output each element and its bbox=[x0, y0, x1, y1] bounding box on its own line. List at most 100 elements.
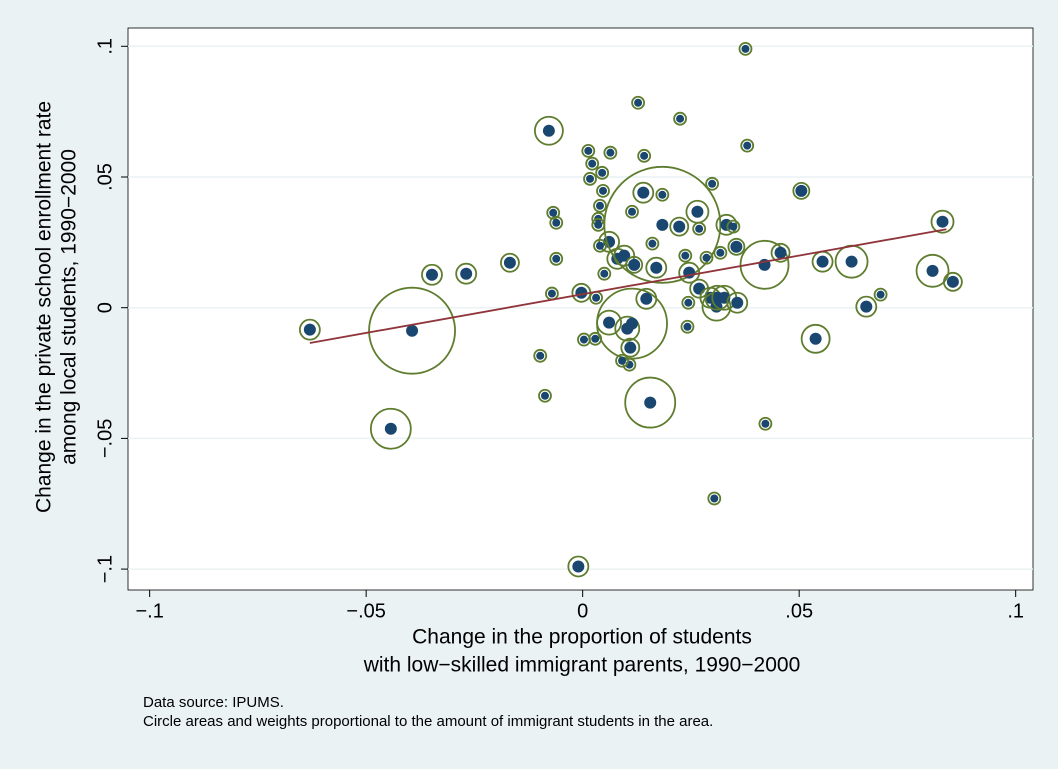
bubble-ring bbox=[622, 357, 637, 372]
bubble-dot bbox=[650, 261, 663, 274]
bubble bbox=[635, 287, 658, 310]
bubble-dot bbox=[572, 560, 585, 573]
bubble-ring bbox=[613, 244, 636, 267]
bubble-ring bbox=[533, 348, 548, 363]
bubble-ring bbox=[770, 242, 791, 263]
bubble-ring bbox=[298, 318, 321, 341]
bubble bbox=[758, 416, 773, 431]
bubble-ring bbox=[726, 291, 749, 314]
bubble-dot bbox=[595, 241, 604, 250]
plot-area bbox=[127, 27, 1034, 591]
bubble bbox=[738, 42, 753, 56]
bubble-ring bbox=[632, 181, 655, 204]
bubble-dot bbox=[761, 419, 770, 428]
bubble bbox=[915, 253, 950, 288]
bubble-ring bbox=[740, 138, 755, 153]
bubble bbox=[549, 215, 564, 230]
bubble bbox=[596, 183, 610, 198]
bubble bbox=[624, 376, 677, 429]
bubble-ring bbox=[678, 248, 693, 263]
bubble-dot bbox=[628, 258, 641, 271]
bubble-dot bbox=[731, 296, 744, 309]
bubble bbox=[740, 138, 755, 153]
bubble bbox=[597, 266, 612, 281]
bubble-dot bbox=[729, 222, 738, 231]
bubble bbox=[632, 181, 655, 204]
bubble-dot bbox=[599, 186, 608, 195]
bubble bbox=[713, 245, 728, 260]
bubble-dot bbox=[594, 220, 603, 229]
bubble-dot bbox=[598, 168, 607, 177]
bubble bbox=[593, 198, 607, 213]
bubble bbox=[680, 319, 695, 334]
bubble-dot bbox=[743, 141, 752, 150]
bubble bbox=[792, 181, 811, 200]
bubble-ring bbox=[583, 171, 597, 186]
bubble-dot bbox=[552, 218, 561, 227]
bubble bbox=[669, 216, 690, 237]
bubble-dot bbox=[586, 174, 595, 183]
bubble-ring bbox=[455, 262, 478, 285]
bubble bbox=[567, 555, 590, 578]
bubble-ring bbox=[546, 205, 561, 220]
x-tick-label: −.1 bbox=[135, 600, 163, 622]
bubble-dot bbox=[648, 239, 657, 248]
bubble bbox=[615, 353, 629, 368]
bubble-dot bbox=[618, 356, 627, 365]
bubble-ring bbox=[549, 251, 564, 266]
y-axis-title: among local students, 1990−2000 bbox=[58, 149, 81, 465]
bubble-dot bbox=[542, 124, 555, 137]
bubble-dot bbox=[626, 317, 639, 330]
bubble-dot bbox=[691, 205, 704, 218]
bubble bbox=[673, 111, 687, 126]
bubble-dot bbox=[681, 251, 690, 260]
note: Circle areas and weights proportional to… bbox=[143, 713, 713, 730]
bubble-dot bbox=[584, 146, 593, 155]
x-tick-label: 0 bbox=[577, 600, 588, 622]
bubble bbox=[613, 244, 636, 267]
y-tick-label: .1 bbox=[94, 38, 116, 55]
bubble-dot bbox=[710, 494, 719, 503]
bubble-dot bbox=[795, 184, 808, 197]
bubble bbox=[637, 148, 652, 163]
bubble bbox=[549, 251, 564, 266]
bubble-dot bbox=[460, 267, 473, 280]
bubble bbox=[705, 176, 720, 191]
bubble-ring bbox=[625, 204, 639, 219]
bubble-dot bbox=[774, 246, 787, 259]
bubble bbox=[581, 143, 596, 158]
bubble-ring bbox=[800, 323, 831, 354]
bubble bbox=[533, 348, 548, 363]
bubble bbox=[603, 165, 722, 284]
bubble bbox=[727, 237, 746, 256]
bubble-ring bbox=[585, 156, 600, 171]
bubble-ring bbox=[739, 239, 790, 290]
bubble-dot bbox=[716, 248, 725, 257]
bubble-dot bbox=[845, 255, 858, 268]
bubble-dot bbox=[702, 253, 711, 262]
bubble-ring bbox=[614, 315, 641, 342]
bubble-ring bbox=[692, 221, 707, 236]
bubble-ring bbox=[596, 183, 610, 198]
bubble bbox=[620, 337, 641, 358]
bubble-dot bbox=[503, 256, 516, 269]
bubble-dot bbox=[575, 286, 588, 299]
bubble bbox=[368, 286, 456, 375]
bubble-ring bbox=[645, 236, 660, 251]
bubble-dot bbox=[708, 179, 717, 188]
x-tick-label: .05 bbox=[785, 600, 813, 622]
bubble-ring bbox=[593, 198, 607, 213]
bubble-dot bbox=[595, 201, 604, 210]
bubble-ring bbox=[942, 271, 963, 292]
bubble bbox=[707, 491, 722, 506]
bubble-dot bbox=[926, 264, 939, 277]
bubble-ring bbox=[620, 337, 641, 358]
bubble-ring bbox=[533, 115, 564, 146]
bubble bbox=[678, 248, 693, 263]
bubble bbox=[421, 263, 443, 286]
bubble-dot bbox=[624, 341, 637, 354]
bubble bbox=[655, 187, 670, 202]
bubble-ring bbox=[738, 42, 753, 56]
bubble-ring bbox=[369, 407, 412, 450]
bubble-ring bbox=[593, 238, 607, 253]
